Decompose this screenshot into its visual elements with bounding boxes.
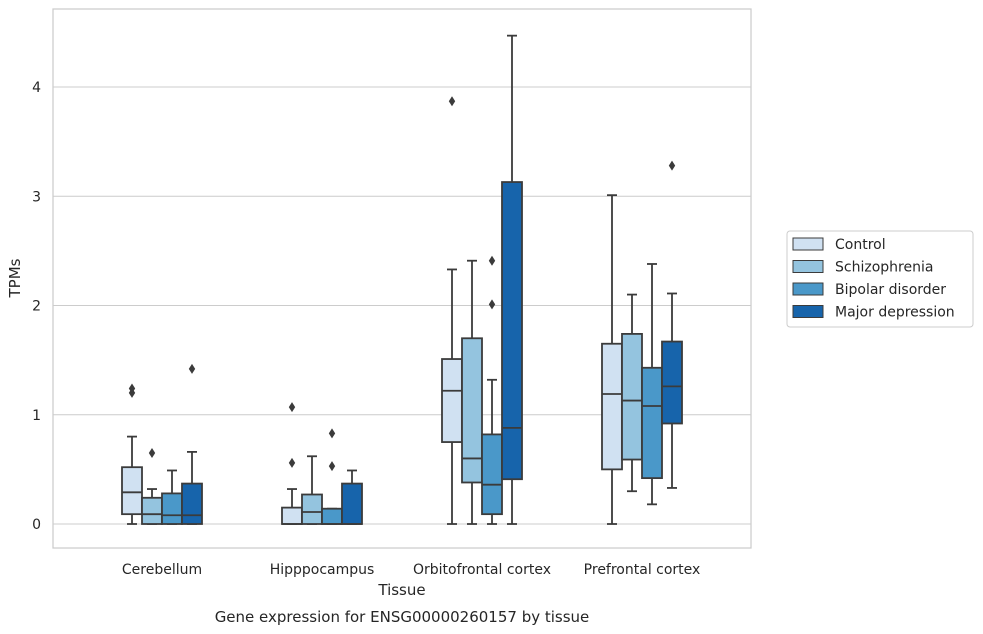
box-schizophrenia — [621, 293, 643, 493]
box-body — [301, 493, 323, 525]
outlier-point — [488, 255, 496, 266]
box-body — [121, 466, 143, 516]
box-body — [461, 337, 483, 484]
x-tick-label: Cerebellum — [122, 562, 202, 578]
outlier-point — [328, 428, 336, 439]
outlier-point — [288, 457, 296, 468]
box-control — [281, 402, 303, 525]
box-body — [601, 342, 623, 471]
outlier-point — [148, 447, 156, 458]
box-body — [621, 333, 643, 461]
legend-frame — [786, 230, 974, 328]
outlier-point — [288, 402, 296, 413]
y-tick-labels: 0 1 2 3 4 — [32, 80, 41, 533]
outlier-point — [448, 96, 456, 107]
box-body — [661, 340, 683, 425]
box-body — [481, 433, 503, 516]
box-major-depression — [181, 363, 203, 525]
x-tick-label: Hipppocampus — [270, 562, 375, 578]
box-body — [181, 482, 203, 525]
outlier-point — [488, 299, 496, 310]
outlier-point — [668, 160, 676, 171]
box-body — [441, 358, 463, 443]
legend-label: Major depression — [835, 305, 955, 321]
legend-label: Schizophrenia — [835, 260, 933, 276]
box-schizophrenia — [461, 259, 483, 525]
box-body — [341, 482, 363, 525]
y-tick-label: 1 — [32, 408, 41, 424]
legend: Control Schizophrenia Bipolar disorder Majo… — [786, 230, 974, 328]
x-tick-labels: Cerebellum Hipppocampus Orbitofrontal cort… — [122, 562, 700, 578]
x-axis-label: Tissue — [377, 581, 425, 599]
legend-swatch — [792, 282, 824, 296]
y-axis-label: TPMs — [6, 258, 24, 298]
y-tick-label: 3 — [32, 189, 41, 205]
figure-caption: Gene expression for ENSG00000260157 by t… — [215, 608, 590, 626]
box-major-depression — [501, 34, 523, 525]
legend-swatch — [792, 305, 824, 318]
legend-swatch — [792, 260, 824, 273]
legend-label: Control — [835, 237, 886, 253]
outlier-point — [188, 363, 196, 374]
legend-swatch — [792, 237, 824, 251]
box-plots — [121, 34, 683, 525]
box-control — [601, 194, 623, 525]
box-control — [121, 383, 143, 525]
box-body — [161, 492, 183, 525]
box-major-depression — [341, 469, 363, 525]
box-body — [641, 366, 663, 480]
y-tick-label: 0 — [32, 517, 41, 533]
box-body — [141, 496, 163, 525]
box-bipolar-disorder — [641, 263, 663, 506]
box-major-depression — [661, 160, 683, 489]
x-tick-label: Orbitofrontal cortex — [413, 562, 551, 578]
box-bipolar-disorder — [481, 255, 503, 525]
legend-label: Bipolar disorder — [835, 282, 946, 298]
box-schizophrenia — [141, 447, 163, 525]
box-bipolar-disorder — [321, 428, 343, 525]
outlier-point — [128, 383, 136, 394]
box-control — [441, 96, 463, 525]
box-bipolar-disorder — [161, 469, 183, 525]
box-body — [321, 507, 343, 525]
plot-area-frame — [52, 8, 752, 549]
x-tick-label: Prefrontal cortex — [584, 562, 701, 578]
box-schizophrenia — [301, 455, 323, 525]
outlier-point — [328, 461, 336, 472]
box-body — [501, 181, 523, 481]
y-tick-label: 2 — [32, 299, 41, 315]
y-tick-label: 4 — [32, 80, 41, 96]
box-body — [281, 506, 303, 525]
